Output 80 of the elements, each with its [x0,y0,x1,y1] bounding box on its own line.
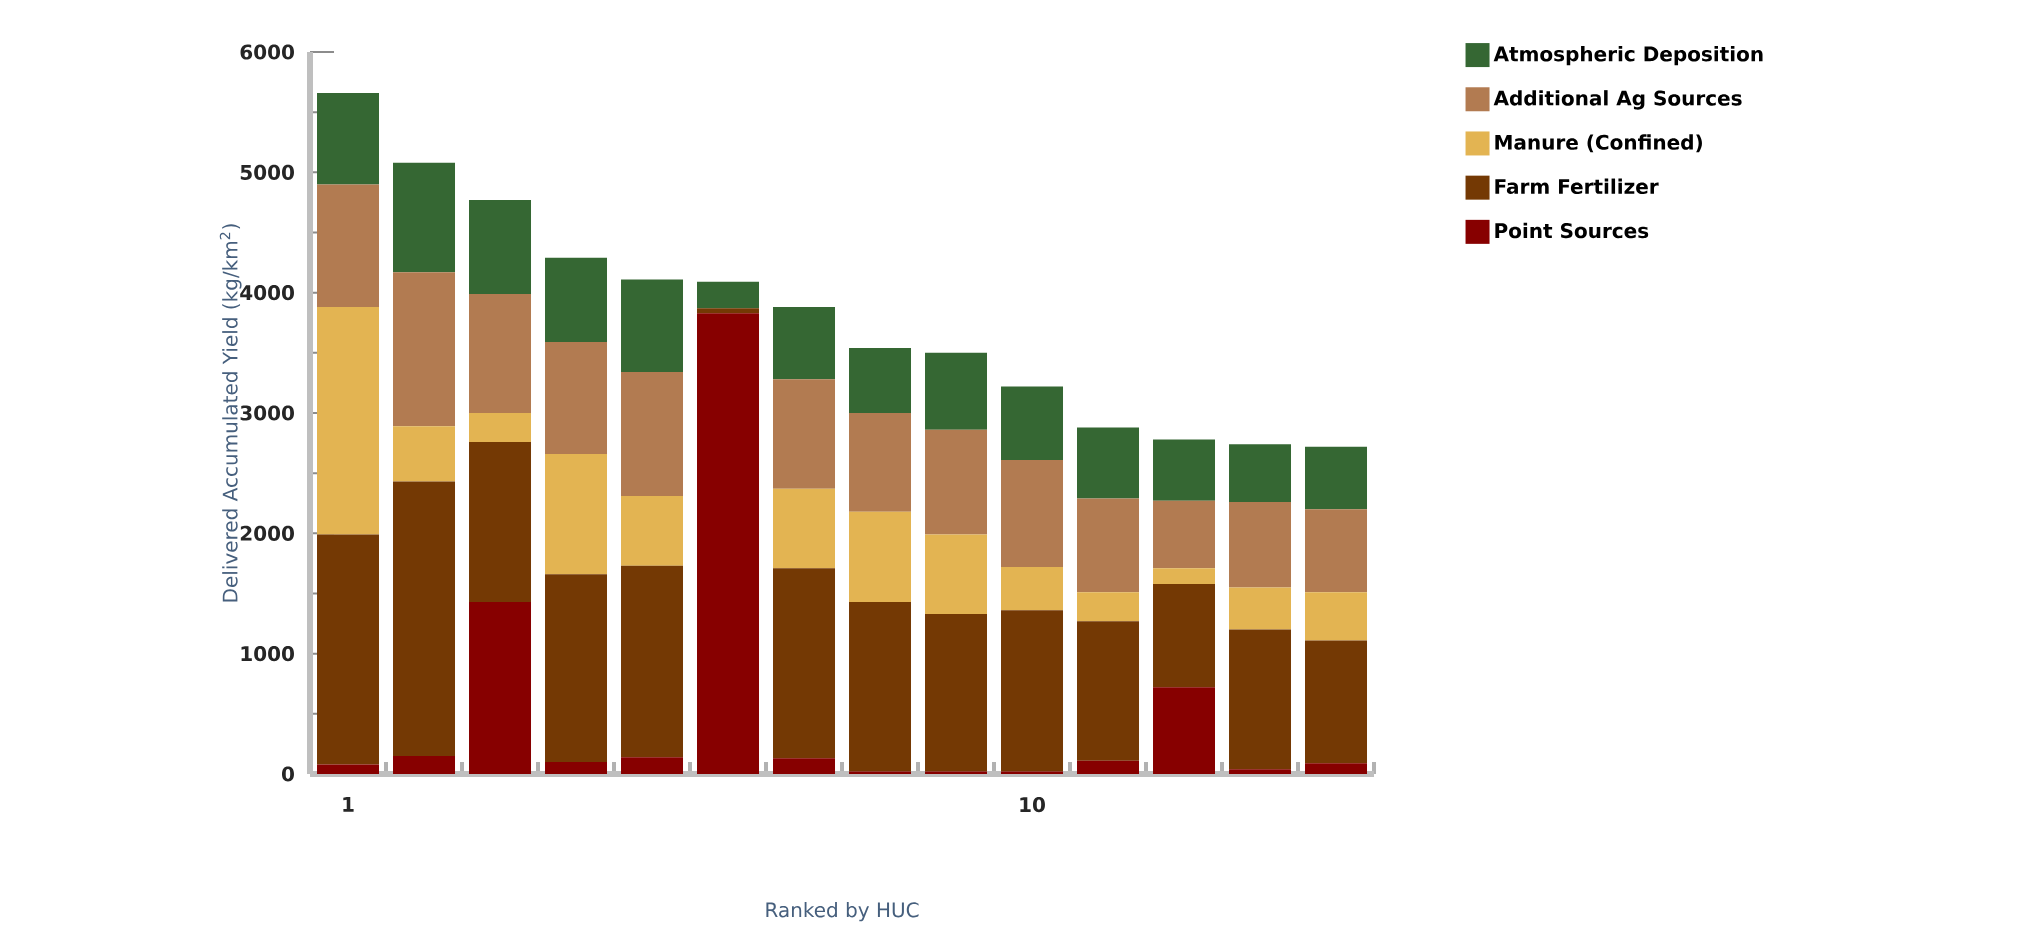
bar [697,308,760,314]
bar [393,272,456,427]
bar [1153,500,1216,569]
bar [1077,760,1140,774]
bar [849,511,912,602]
bar [621,372,684,497]
bar [1001,386,1064,460]
bar [849,413,912,512]
bar [1229,629,1292,770]
bar [393,162,456,273]
x-tick-label: 1 [343,797,354,812]
bar [1001,610,1064,772]
x-tick-label: 10 [1020,797,1045,813]
bar [1077,427,1140,499]
bar [1077,592,1140,622]
bar [697,313,760,774]
bar [849,601,912,772]
bar [773,307,836,380]
bar [773,379,836,489]
bar [469,413,532,442]
bar [1305,509,1368,593]
y-tick-label: 3000 [240,405,294,421]
bar [925,613,988,772]
bar [1229,502,1292,588]
bar [773,488,836,569]
legend-label: Point Sources [1495,222,1649,239]
bar [1305,446,1368,510]
bar [1077,621,1140,761]
bar [773,758,836,774]
bar [1153,568,1216,584]
legend-label: Additional Ag Sources [1493,90,1742,110]
legend-label: Atmospheric Deposition [1493,45,1763,66]
bar [317,534,380,765]
y-tick-label: 5000 [240,164,294,180]
x-axis-title: Ranked by HUC [766,901,919,922]
legend-label: Manure (Confined) [1495,134,1702,153]
bar [621,757,684,774]
bar [925,534,988,614]
bar [1153,583,1216,688]
bar [469,200,532,294]
bar [621,565,684,758]
bar [1153,439,1216,501]
y-tick-label: 6000 [240,44,294,60]
bar [393,426,456,482]
bar [317,92,380,185]
bar [1001,567,1064,611]
bar [545,574,608,762]
y-tick-label: 1000 [241,646,294,662]
bar [849,348,912,414]
bar [469,601,532,774]
y-tick-label: 0 [282,766,294,782]
bar [621,496,684,566]
bar [1305,763,1368,774]
bar [1001,459,1064,568]
bar [1229,769,1292,774]
bar [1153,687,1216,774]
bar [469,293,532,414]
bar [925,429,988,535]
legend-label: Farm Fertilizer [1495,178,1659,195]
bar [545,342,608,454]
bar [1077,498,1140,593]
bar [1229,587,1292,630]
y-tick-label: 4000 [240,285,294,301]
bar [545,761,608,774]
bar [317,307,380,535]
bar [393,481,456,756]
bar [545,257,608,343]
bar [1305,592,1368,641]
bar [469,441,532,602]
bar [925,352,988,430]
bar [1229,444,1292,503]
bar [317,764,380,774]
bar [545,453,608,575]
bar [393,755,456,774]
bar [621,279,684,373]
bar [697,281,760,309]
bar [773,568,836,759]
y-tick-label: 2000 [240,525,294,541]
bar [1305,640,1368,764]
bar [317,184,380,308]
